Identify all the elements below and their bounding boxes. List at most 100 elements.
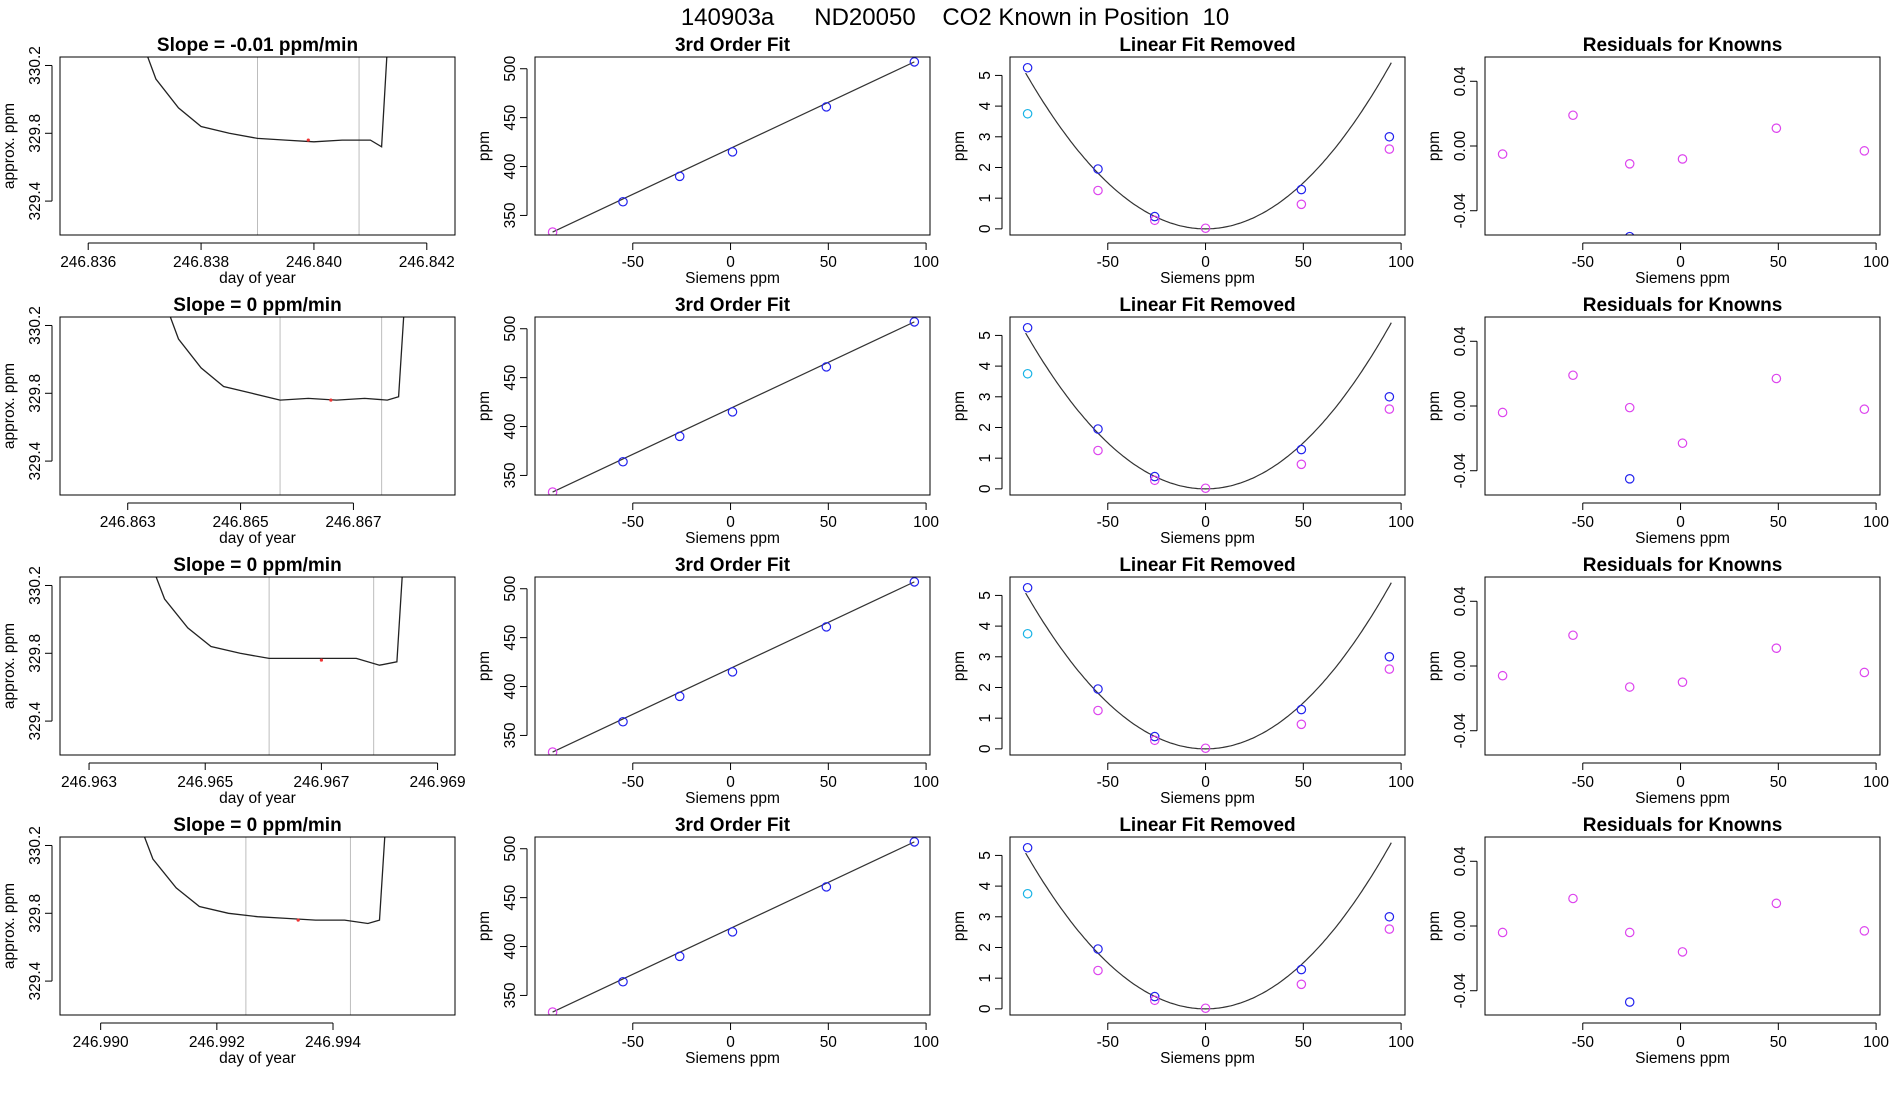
- x-tick-label: 50: [1770, 254, 1788, 271]
- y-tick-label: 0: [977, 1004, 994, 1013]
- y-tick-label: 350: [502, 202, 519, 228]
- panel-title: Residuals for Knowns: [1583, 815, 1783, 836]
- panel-title: 3rd Order Fit: [675, 555, 791, 576]
- x-tick-label: 50: [1295, 514, 1313, 531]
- data-point: [1384, 404, 1395, 414]
- data-point: [1624, 402, 1635, 413]
- data-point: [909, 57, 920, 67]
- panel: Slope = 0 ppm/min 246.990 246.992 246.994 da…: [1, 815, 456, 1067]
- data-point: [1093, 944, 1103, 954]
- x-tick-label: 50: [1295, 774, 1313, 791]
- plot-frame: [59, 836, 456, 1016]
- panel: 3rd Order Fit -50 0 50 100 Siemens ppm 350 400 4…: [476, 295, 939, 547]
- x-tick-label: 100: [1388, 774, 1414, 791]
- x-tick-label: -50: [1097, 254, 1120, 271]
- x-tick-label: 100: [913, 514, 939, 531]
- y-tick-label: 4: [977, 881, 994, 890]
- data-point: [1296, 459, 1307, 470]
- y-tick-label: 3: [977, 912, 994, 921]
- x-tick-label: 0: [1676, 514, 1685, 531]
- data-point: [1022, 368, 1033, 379]
- y-tick-label: 5: [977, 591, 994, 600]
- x-tick-label: 246.840: [286, 254, 342, 271]
- x-tick-label: 100: [1863, 1034, 1889, 1051]
- panel-title: Slope = 0 ppm/min: [173, 295, 341, 316]
- y-tick-label: 1: [977, 194, 994, 203]
- data-point: [1200, 483, 1211, 494]
- data-point: [1624, 682, 1635, 692]
- data-point: [1497, 149, 1508, 159]
- data-point: [1149, 475, 1160, 486]
- x-tick-label: 50: [820, 774, 838, 791]
- plot-frame: [1484, 316, 1881, 496]
- y-tick-label: 330.2: [27, 46, 44, 85]
- x-tick-label: 0: [1201, 1034, 1210, 1051]
- x-tick-label: 0: [726, 774, 735, 791]
- x-tick-label: -50: [1572, 514, 1595, 531]
- data-point: [1296, 719, 1307, 730]
- data-point: [1093, 684, 1103, 694]
- plot-area: [1022, 322, 1395, 494]
- data-point: [1568, 370, 1578, 381]
- panel: Residuals for Knowns -50 0 50 100 Siemens ppm…: [1426, 295, 1889, 547]
- data-point: [1296, 184, 1307, 195]
- data-point: [1093, 705, 1103, 716]
- x-axis-label: Siemens ppm: [1635, 530, 1730, 547]
- data-point: [727, 407, 738, 417]
- fit-curve: [1025, 62, 1392, 230]
- y-axis-label: approx. ppm: [1, 363, 18, 449]
- x-tick-label: 50: [1770, 1034, 1788, 1051]
- data-point: [1384, 651, 1395, 662]
- plot-frame: [1009, 576, 1406, 756]
- data-point: [1200, 1003, 1211, 1014]
- data-point: [547, 747, 558, 755]
- data-point: [821, 362, 832, 372]
- data-point: [1384, 391, 1395, 402]
- x-tick-label: 246.842: [399, 254, 455, 271]
- x-tick-label: 50: [820, 1034, 838, 1051]
- data-point: [1022, 322, 1033, 333]
- y-tick-label: 5: [977, 71, 994, 80]
- y-tick-label: 500: [502, 315, 519, 341]
- data-point: [1022, 108, 1033, 119]
- panel: Residuals for Knowns -50 0 50 100 Siemens ppm…: [1426, 815, 1889, 1067]
- plot-frame: [59, 316, 456, 496]
- plot-frame: [534, 836, 931, 1016]
- fit-line: [552, 321, 915, 493]
- x-axis-label: day of year: [219, 530, 296, 547]
- fit-line: [552, 581, 915, 753]
- y-tick-label: 500: [502, 835, 519, 861]
- y-tick-label: 2: [977, 943, 994, 952]
- data-point: [1296, 444, 1307, 455]
- y-tick-label: 400: [502, 413, 519, 439]
- y-tick-label: 450: [502, 624, 519, 650]
- data-point: [1625, 231, 1635, 235]
- x-tick-label: -50: [622, 254, 645, 271]
- y-axis-label: ppm: [476, 131, 493, 161]
- y-tick-label: 329.4: [27, 961, 44, 1000]
- x-tick-label: 246.863: [100, 514, 156, 531]
- data-point: [909, 317, 920, 327]
- data-point: [1497, 670, 1508, 681]
- data-point: [1677, 947, 1688, 957]
- plot-frame: [1009, 836, 1406, 1016]
- data-point: [674, 951, 685, 962]
- series-line: [155, 577, 403, 666]
- y-axis-label: ppm: [476, 651, 493, 681]
- plot-area: [547, 57, 920, 235]
- x-tick-label: 100: [1388, 254, 1414, 271]
- y-tick-label: 350: [502, 722, 519, 748]
- data-point: [909, 577, 920, 587]
- data-point: [821, 102, 832, 112]
- panel-title: Linear Fit Removed: [1119, 815, 1295, 836]
- y-tick-label: 329.8: [27, 634, 44, 673]
- data-point: [1149, 735, 1160, 746]
- data-point: [1149, 731, 1160, 742]
- plot-area: [547, 317, 920, 495]
- plot-frame: [1484, 836, 1881, 1016]
- y-tick-label: -0.04: [1452, 713, 1469, 749]
- data-point: [1022, 842, 1033, 853]
- fit-curve: [1025, 582, 1392, 750]
- y-axis-label: approx. ppm: [1, 103, 18, 189]
